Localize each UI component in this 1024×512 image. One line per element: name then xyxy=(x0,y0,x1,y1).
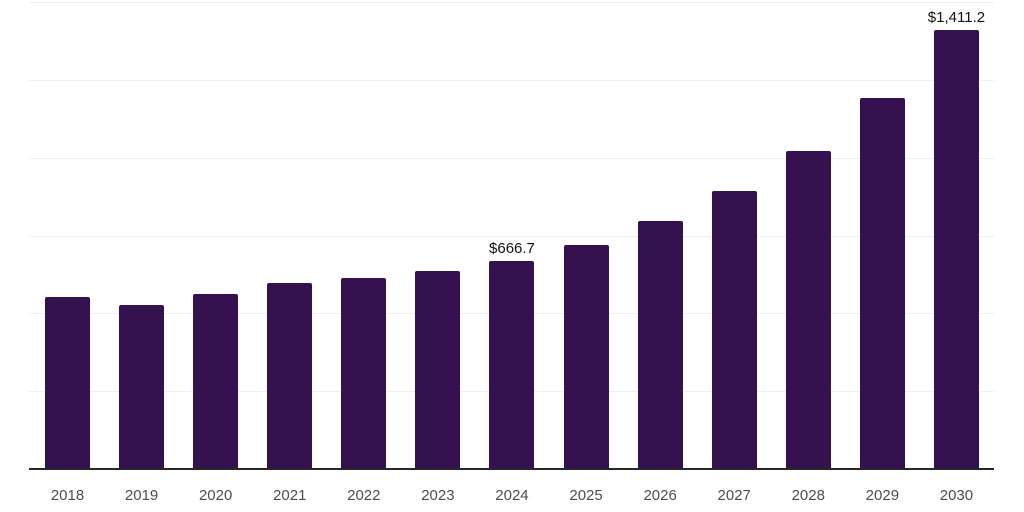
bar-2018 xyxy=(45,297,90,469)
bar-slot-2026 xyxy=(637,2,683,469)
x-tick-2020: 2020 xyxy=(198,487,233,504)
bar-2020 xyxy=(193,294,239,469)
x-axis-line xyxy=(29,468,994,470)
value-label-2030: $1,411.2 xyxy=(927,8,986,26)
bar-slot-2021 xyxy=(267,2,313,469)
bar-slot-2027 xyxy=(711,2,757,469)
x-tick-2018: 2018 xyxy=(50,487,85,504)
gridline-1000 xyxy=(29,157,994,159)
x-tick-2027: 2027 xyxy=(717,487,751,504)
bar-2028 xyxy=(785,151,831,469)
bar-2027 xyxy=(711,191,757,469)
x-tick-2029: 2029 xyxy=(865,487,900,504)
bar-slot-2022 xyxy=(341,2,387,469)
plot-area: $666.7 $1,411.2 xyxy=(29,2,994,470)
bar-2025 xyxy=(563,245,609,469)
bar-2023 xyxy=(415,271,461,469)
x-tick-2026: 2026 xyxy=(643,487,677,504)
bar-2022 xyxy=(341,278,387,469)
value-label-2024: $666.7 xyxy=(489,240,535,258)
bar-2029 xyxy=(859,97,905,469)
x-tick-2030: 2030 xyxy=(939,487,974,504)
bar-slot-2023 xyxy=(415,2,461,469)
bar-slot-2028 xyxy=(785,2,831,469)
bars-layer: $666.7 $1,411.2 xyxy=(29,2,994,469)
bar-2024 xyxy=(489,261,535,469)
x-tick-2028: 2028 xyxy=(791,487,825,504)
bar-2019 xyxy=(119,305,165,469)
bar-slot-2019 xyxy=(119,2,165,469)
bar-slot-2018 xyxy=(45,2,90,469)
bar-2026 xyxy=(637,221,683,469)
bar-slot-2025 xyxy=(563,2,609,469)
bar-2021 xyxy=(267,283,313,469)
gridline-750 xyxy=(29,235,994,237)
bar-slot-2029 xyxy=(859,2,905,469)
bar-2030 xyxy=(933,29,979,469)
x-axis-labels: 2018 2019 2020 2021 2022 2023 2024 2025 2026 2027… xyxy=(29,487,994,504)
bar-slot-2020 xyxy=(193,2,239,469)
gridline-1500 xyxy=(29,2,994,3)
x-tick-2024: 2024 xyxy=(495,487,529,504)
x-tick-2019: 2019 xyxy=(124,487,159,504)
x-tick-2025: 2025 xyxy=(569,487,603,504)
x-tick-2021: 2021 xyxy=(273,487,307,504)
gridline-1250 xyxy=(29,79,994,81)
x-tick-2022: 2022 xyxy=(347,487,381,504)
bar-slot-2030: $1,411.2 xyxy=(928,2,985,469)
x-tick-2023: 2023 xyxy=(421,487,455,504)
bar-slot-2024: $666.7 xyxy=(489,2,535,469)
